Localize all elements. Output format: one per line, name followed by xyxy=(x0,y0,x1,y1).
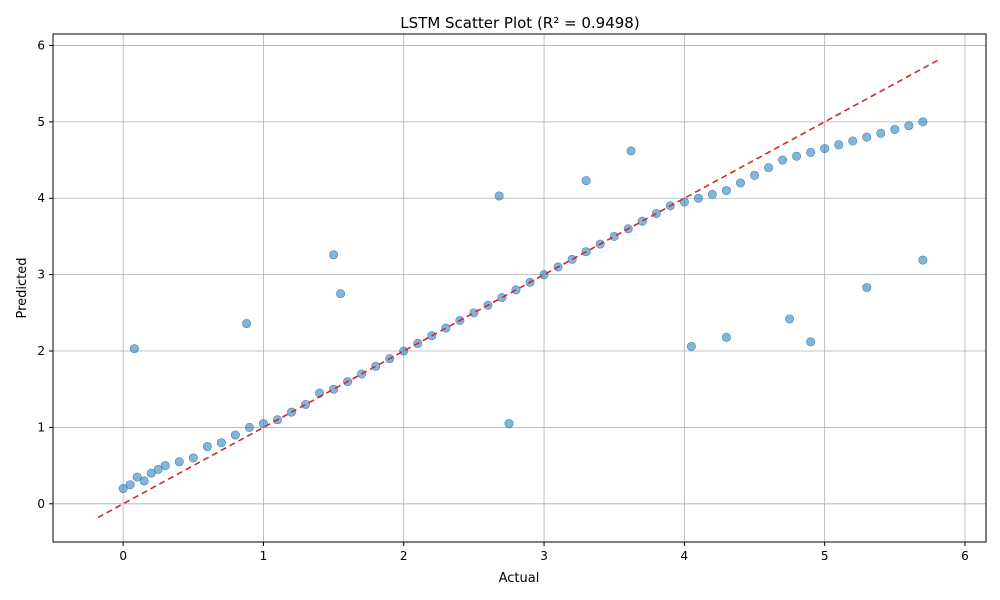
y-tick-label: 5 xyxy=(37,115,45,129)
data-point xyxy=(567,254,577,264)
data-point xyxy=(806,337,816,347)
x-tick-label: 6 xyxy=(961,549,969,563)
data-point xyxy=(721,332,731,342)
data-point xyxy=(918,255,928,265)
x-tick-label: 4 xyxy=(681,549,689,563)
data-point xyxy=(686,341,696,351)
data-point xyxy=(118,484,128,494)
data-point xyxy=(441,323,451,333)
data-point xyxy=(785,314,795,324)
data-point xyxy=(820,144,830,154)
data-point xyxy=(834,140,844,150)
data-point xyxy=(153,464,163,474)
gridlines xyxy=(53,34,986,542)
data-point xyxy=(848,136,858,146)
data-point xyxy=(750,170,760,180)
data-point xyxy=(581,176,591,186)
x-axis-ticks: 0 1 2 3 4 5 6 xyxy=(119,542,969,563)
y-tick-label: 2 xyxy=(37,344,45,358)
data-point xyxy=(511,285,521,295)
data-point xyxy=(637,216,647,226)
data-point xyxy=(216,438,226,448)
x-tick-label: 0 xyxy=(119,549,127,563)
data-point xyxy=(693,193,703,203)
data-point xyxy=(778,155,788,165)
y-tick-label: 4 xyxy=(37,191,45,205)
data-point xyxy=(918,117,928,127)
data-point xyxy=(539,270,549,280)
data-point xyxy=(132,472,142,482)
chart-title: LSTM Scatter Plot (R² = 0.9498) xyxy=(400,14,639,32)
x-axis-label: Actual xyxy=(499,571,540,586)
data-point xyxy=(244,422,254,432)
data-point xyxy=(301,399,311,409)
data-point xyxy=(792,151,802,161)
data-point xyxy=(469,308,479,318)
data-point xyxy=(139,476,149,486)
y-tick-label: 0 xyxy=(37,497,45,511)
x-tick-label: 2 xyxy=(400,549,408,563)
data-point xyxy=(609,231,619,241)
data-point xyxy=(806,147,816,157)
data-point xyxy=(371,361,381,371)
data-point xyxy=(336,289,346,299)
data-point xyxy=(230,430,240,440)
y-tick-label: 1 xyxy=(37,420,45,434)
data-point xyxy=(876,128,886,138)
y-tick-label: 3 xyxy=(37,268,45,282)
y-axis-ticks: 0 1 2 3 4 5 6 xyxy=(37,38,53,511)
data-point xyxy=(890,124,900,134)
data-point xyxy=(329,250,339,260)
data-point xyxy=(735,178,745,188)
data-point xyxy=(862,132,872,142)
y-axis-label: Predicted xyxy=(15,257,30,318)
data-point xyxy=(707,189,717,199)
plot-area: 0 1 2 3 4 5 6 0 1 2 3 4 5 6 xyxy=(37,33,987,563)
x-tick-label: 5 xyxy=(821,549,829,563)
data-point xyxy=(862,283,872,293)
data-point xyxy=(504,419,514,429)
data-point xyxy=(188,453,198,463)
data-point xyxy=(764,163,774,173)
x-tick-label: 1 xyxy=(260,549,268,563)
x-tick-label: 3 xyxy=(540,549,548,563)
data-point xyxy=(160,461,170,471)
data-point xyxy=(494,191,504,201)
data-point xyxy=(125,480,135,490)
data-point xyxy=(721,186,731,196)
data-point xyxy=(904,121,914,131)
data-point xyxy=(202,442,212,452)
data-point xyxy=(329,384,339,394)
data-point xyxy=(242,319,252,329)
data-point xyxy=(129,344,139,354)
data-point xyxy=(174,457,184,467)
plot-frame xyxy=(52,33,987,543)
data-point xyxy=(146,468,156,478)
y-tick-label: 6 xyxy=(37,38,45,52)
data-point xyxy=(399,346,409,356)
data-point xyxy=(626,146,636,156)
